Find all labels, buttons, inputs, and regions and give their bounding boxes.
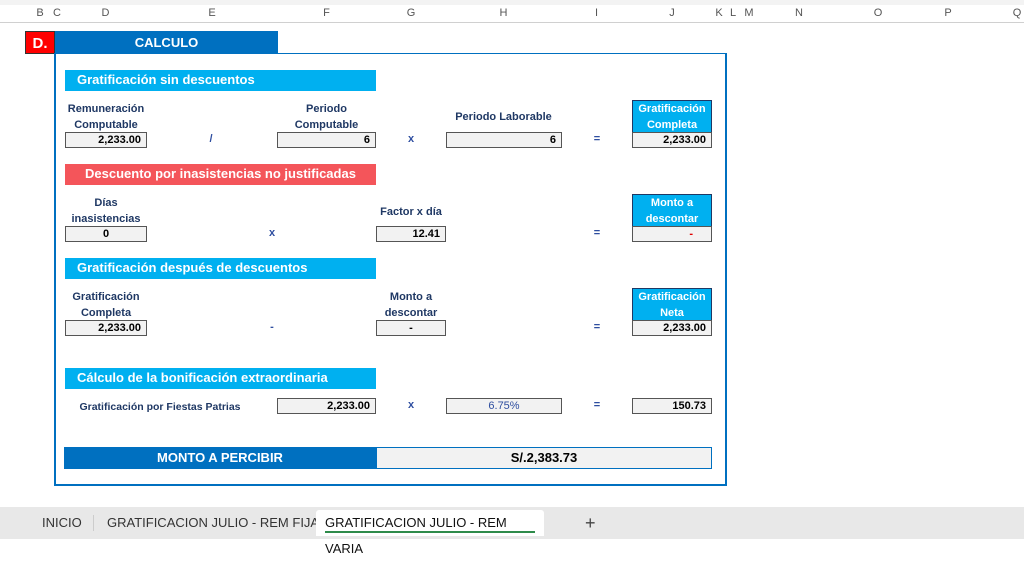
- label-periodo-computable: Periodo Computable: [294, 103, 359, 131]
- monto-descontar-ref-cell[interactable]: -: [376, 320, 446, 336]
- column-header[interactable]: B: [36, 7, 44, 19]
- column-headers: B C D E F G H I J K L M N O P Q: [0, 0, 1024, 23]
- tab-inicio[interactable]: INICIO: [42, 515, 82, 530]
- header-monto-descontar: Monto a descontar: [632, 194, 712, 226]
- multiply-operator: x: [407, 399, 415, 411]
- column-header[interactable]: J: [669, 7, 675, 19]
- bonificacion-rate-cell[interactable]: 6.75%: [446, 398, 562, 414]
- section-descuento-inasistencias: Descuento por inasistencias no justifica…: [65, 164, 376, 185]
- column-header[interactable]: C: [53, 7, 61, 19]
- add-sheet-button[interactable]: +: [585, 513, 596, 533]
- label-factor-dia: Factor x día: [380, 206, 442, 218]
- total-label: MONTO A PERCIBIR: [64, 447, 376, 469]
- tab-rem-varia-active[interactable]: GRATIFICACION JULIO - REM VARIA: [316, 510, 544, 556]
- column-header[interactable]: E: [208, 7, 216, 19]
- column-header[interactable]: F: [323, 7, 330, 19]
- label-monto-descontar: Monto a descontar: [384, 291, 438, 319]
- equals-operator: =: [593, 321, 601, 333]
- column-header[interactable]: N: [795, 7, 803, 19]
- section-letter: D.: [25, 31, 55, 54]
- equals-operator: =: [593, 133, 601, 145]
- label-dias-inasistencias: Días inasistencias: [71, 197, 141, 225]
- monto-descontar-cell[interactable]: -: [632, 226, 712, 242]
- remuneracion-cell[interactable]: 2,233.00: [65, 132, 147, 148]
- column-header[interactable]: D: [101, 7, 110, 19]
- column-header[interactable]: Q: [1012, 7, 1022, 19]
- divide-operator: /: [209, 133, 213, 145]
- bonificacion-result-cell[interactable]: 150.73: [632, 398, 712, 414]
- column-header[interactable]: O: [873, 7, 883, 19]
- dias-inasistencias-cell[interactable]: 0: [65, 226, 147, 242]
- equals-operator: =: [593, 227, 601, 239]
- factor-dia-cell[interactable]: 12.41: [376, 226, 446, 242]
- gratificacion-completa-ref-cell[interactable]: 2,233.00: [65, 320, 147, 336]
- tab-label: GRATIFICACION JULIO - REM VARIA: [325, 515, 507, 556]
- column-header[interactable]: H: [499, 7, 508, 19]
- fiestas-patrias-base-cell[interactable]: 2,233.00: [277, 398, 376, 414]
- sheet-tabs-bar: INICIO GRATIFICACION JULIO - REM FIJA GR…: [0, 507, 1024, 556]
- section-gratificacion-despues-descuentos: Gratificación después de descuentos: [65, 258, 376, 279]
- label-gratificacion-completa: Gratificación Completa: [72, 291, 140, 319]
- tab-divider: [93, 515, 94, 531]
- section-gratificacion-sin-descuentos: Gratificación sin descuentos: [65, 70, 376, 91]
- active-tab-underline: [325, 531, 535, 533]
- multiply-operator: x: [268, 227, 276, 239]
- periodo-computable-cell[interactable]: 6: [277, 132, 376, 148]
- total-value-cell[interactable]: S/.2,383.73: [376, 447, 712, 469]
- column-header[interactable]: L: [729, 7, 737, 19]
- minus-operator: -: [270, 321, 274, 333]
- column-header[interactable]: I: [594, 7, 599, 19]
- gratificacion-completa-cell[interactable]: 2,233.00: [632, 132, 712, 148]
- column-header[interactable]: K: [715, 7, 723, 19]
- label-fiestas-patrias: Gratificación por Fiestas Patrias: [79, 401, 241, 413]
- header-gratificacion-neta: Gratificación Neta: [632, 288, 712, 320]
- column-header[interactable]: P: [944, 7, 952, 19]
- header-gratificacion-completa: Gratificación Completa: [632, 100, 712, 132]
- column-header[interactable]: M: [744, 7, 754, 19]
- multiply-operator: x: [407, 133, 415, 145]
- calc-frame: [54, 53, 727, 486]
- section-title: CALCULO: [55, 31, 278, 54]
- label-periodo-laborable: Periodo Laborable: [455, 111, 552, 123]
- label-remuneracion: Remuneración Computable: [67, 103, 145, 131]
- equals-operator: =: [593, 399, 601, 411]
- section-bonificacion-extraordinaria: Cálculo de la bonificación extraordinari…: [65, 368, 376, 389]
- periodo-laborable-cell[interactable]: 6: [446, 132, 562, 148]
- column-header[interactable]: G: [406, 7, 416, 19]
- gratificacion-neta-cell[interactable]: 2,233.00: [632, 320, 712, 336]
- tab-rem-fija[interactable]: GRATIFICACION JULIO - REM FIJA: [107, 515, 320, 530]
